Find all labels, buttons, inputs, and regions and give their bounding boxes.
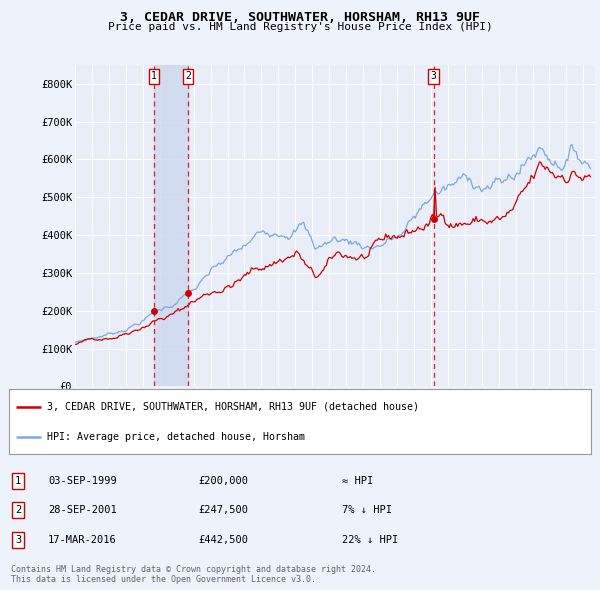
Text: 7% ↓ HPI: 7% ↓ HPI [342, 506, 392, 515]
Text: 3: 3 [15, 535, 21, 545]
Text: 3, CEDAR DRIVE, SOUTHWATER, HORSHAM, RH13 9UF (detached house): 3, CEDAR DRIVE, SOUTHWATER, HORSHAM, RH1… [47, 402, 419, 412]
Text: 28-SEP-2001: 28-SEP-2001 [48, 506, 117, 515]
Text: 1: 1 [151, 71, 157, 81]
Text: 2: 2 [185, 71, 191, 81]
Text: 22% ↓ HPI: 22% ↓ HPI [342, 535, 398, 545]
Text: 3: 3 [431, 71, 437, 81]
Text: £442,500: £442,500 [198, 535, 248, 545]
Text: ≈ HPI: ≈ HPI [342, 476, 373, 486]
Text: £247,500: £247,500 [198, 506, 248, 515]
Text: 1: 1 [15, 476, 21, 486]
Text: Price paid vs. HM Land Registry's House Price Index (HPI): Price paid vs. HM Land Registry's House … [107, 22, 493, 32]
Bar [154, 65, 188, 386]
Text: 17-MAR-2016: 17-MAR-2016 [48, 535, 117, 545]
Text: 03-SEP-1999: 03-SEP-1999 [48, 476, 117, 486]
Text: HPI: Average price, detached house, Horsham: HPI: Average price, detached house, Hors… [47, 432, 305, 442]
Text: £200,000: £200,000 [198, 476, 248, 486]
Text: Contains HM Land Registry data © Crown copyright and database right 2024.
This d: Contains HM Land Registry data © Crown c… [11, 565, 376, 584]
Text: 3, CEDAR DRIVE, SOUTHWATER, HORSHAM, RH13 9UF: 3, CEDAR DRIVE, SOUTHWATER, HORSHAM, RH1… [120, 11, 480, 24]
Text: 2: 2 [15, 506, 21, 515]
